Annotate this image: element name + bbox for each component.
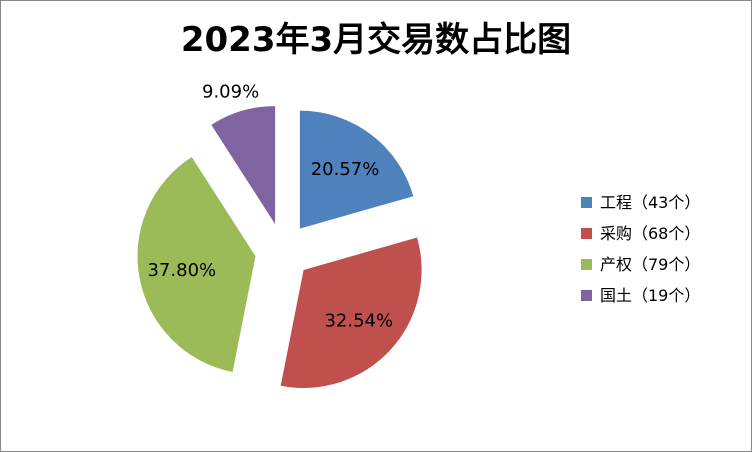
data-label-国土: 9.09% — [202, 82, 259, 103]
data-labels-layer: 20.57% 32.54% 37.80% 9.09% — [147, 82, 393, 332]
slices-layer — [137, 106, 422, 388]
chart-title: 2023年3月交易数占比图 — [181, 20, 571, 60]
legend-swatch-产权 — [581, 259, 592, 270]
legend-label-工程: 工程（43个） — [600, 193, 700, 212]
data-label-采购: 32.54% — [324, 311, 393, 332]
legend-swatch-国土 — [581, 290, 592, 301]
pie-slice-工程 — [299, 110, 414, 229]
legend-label-国土: 国土（19个） — [600, 286, 700, 305]
pie-slice-国土 — [211, 106, 276, 225]
legend-swatch-采购 — [581, 228, 592, 239]
data-label-工程: 20.57% — [311, 159, 380, 180]
data-label-产权: 37.80% — [147, 260, 216, 281]
legend-label-采购: 采购（68个） — [600, 224, 700, 243]
legend-label-产权: 产权（79个） — [600, 255, 700, 274]
pie-slice-产权 — [137, 156, 256, 372]
legend-swatch-工程 — [581, 197, 592, 208]
pie-slice-采购 — [280, 237, 422, 388]
legend: 工程（43个） 采购（68个） 产权（79个） 国土（19个） — [581, 193, 700, 305]
